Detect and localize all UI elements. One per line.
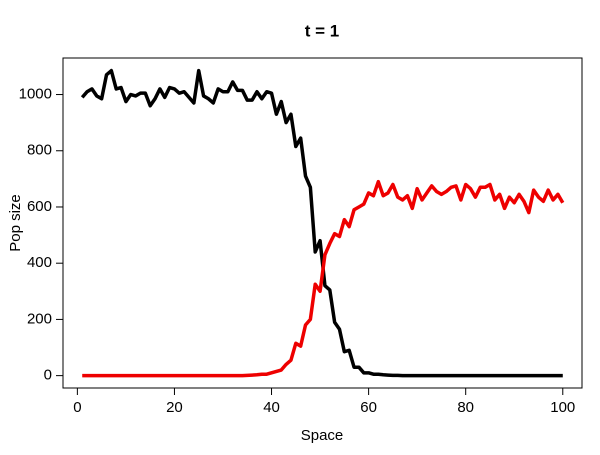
x-tick-label: 100 — [550, 399, 575, 416]
chart-title: t = 1 — [305, 21, 340, 40]
y-tick-label: 600 — [27, 198, 52, 215]
x-tick-label: 80 — [457, 399, 474, 416]
y-tick-label: 0 — [44, 367, 52, 384]
y-tick-label: 1000 — [19, 86, 52, 103]
y-axis-label: Pop size — [7, 194, 24, 252]
x-tick-label: 60 — [360, 399, 377, 416]
y-tick-label: 200 — [27, 310, 52, 327]
y-tick-label: 400 — [27, 254, 52, 271]
x-tick-label: 0 — [73, 399, 81, 416]
plot-box — [62, 57, 583, 389]
y-tick-label: 800 — [27, 142, 52, 159]
x-axis-label: Space — [301, 427, 344, 444]
series-line — [82, 179, 565, 378]
series-line — [80, 68, 563, 378]
x-tick-label: 40 — [263, 399, 280, 416]
x-tick-label: 20 — [166, 399, 183, 416]
